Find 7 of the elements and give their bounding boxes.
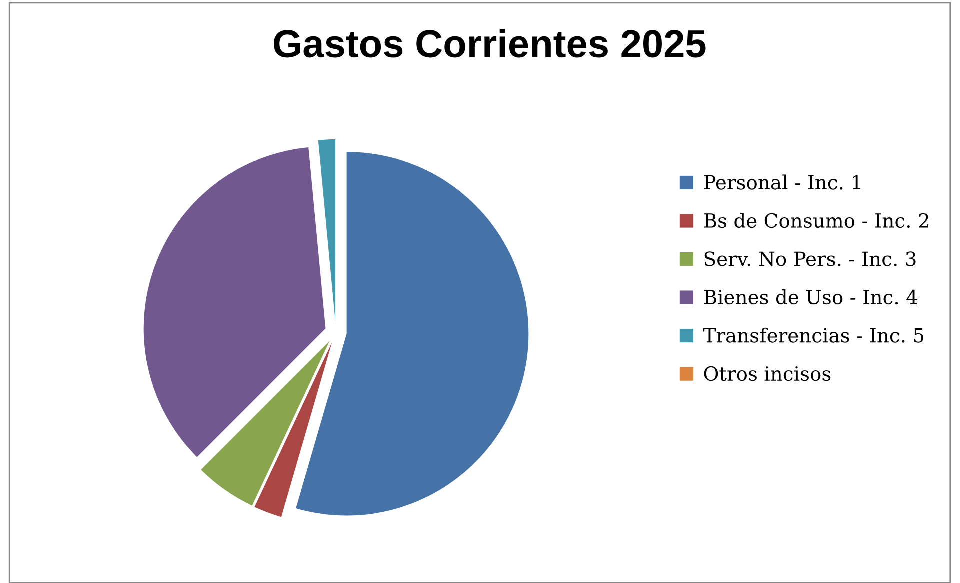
legend-label: Transferencias - Inc. 5	[703, 328, 924, 343]
legend-label: Serv. No Pers. - Inc. 3	[704, 252, 916, 266]
legend-label: Bienes de Uso - Inc. 4	[704, 290, 918, 305]
legend-label: Bs de Consumo - Inc. 2	[704, 213, 928, 228]
legend-label: Otros incisos	[704, 366, 831, 382]
chart-title: Gastos Corrientes 2025	[274, 29, 706, 58]
legend-label: Personal - Inc. 1	[704, 174, 860, 190]
